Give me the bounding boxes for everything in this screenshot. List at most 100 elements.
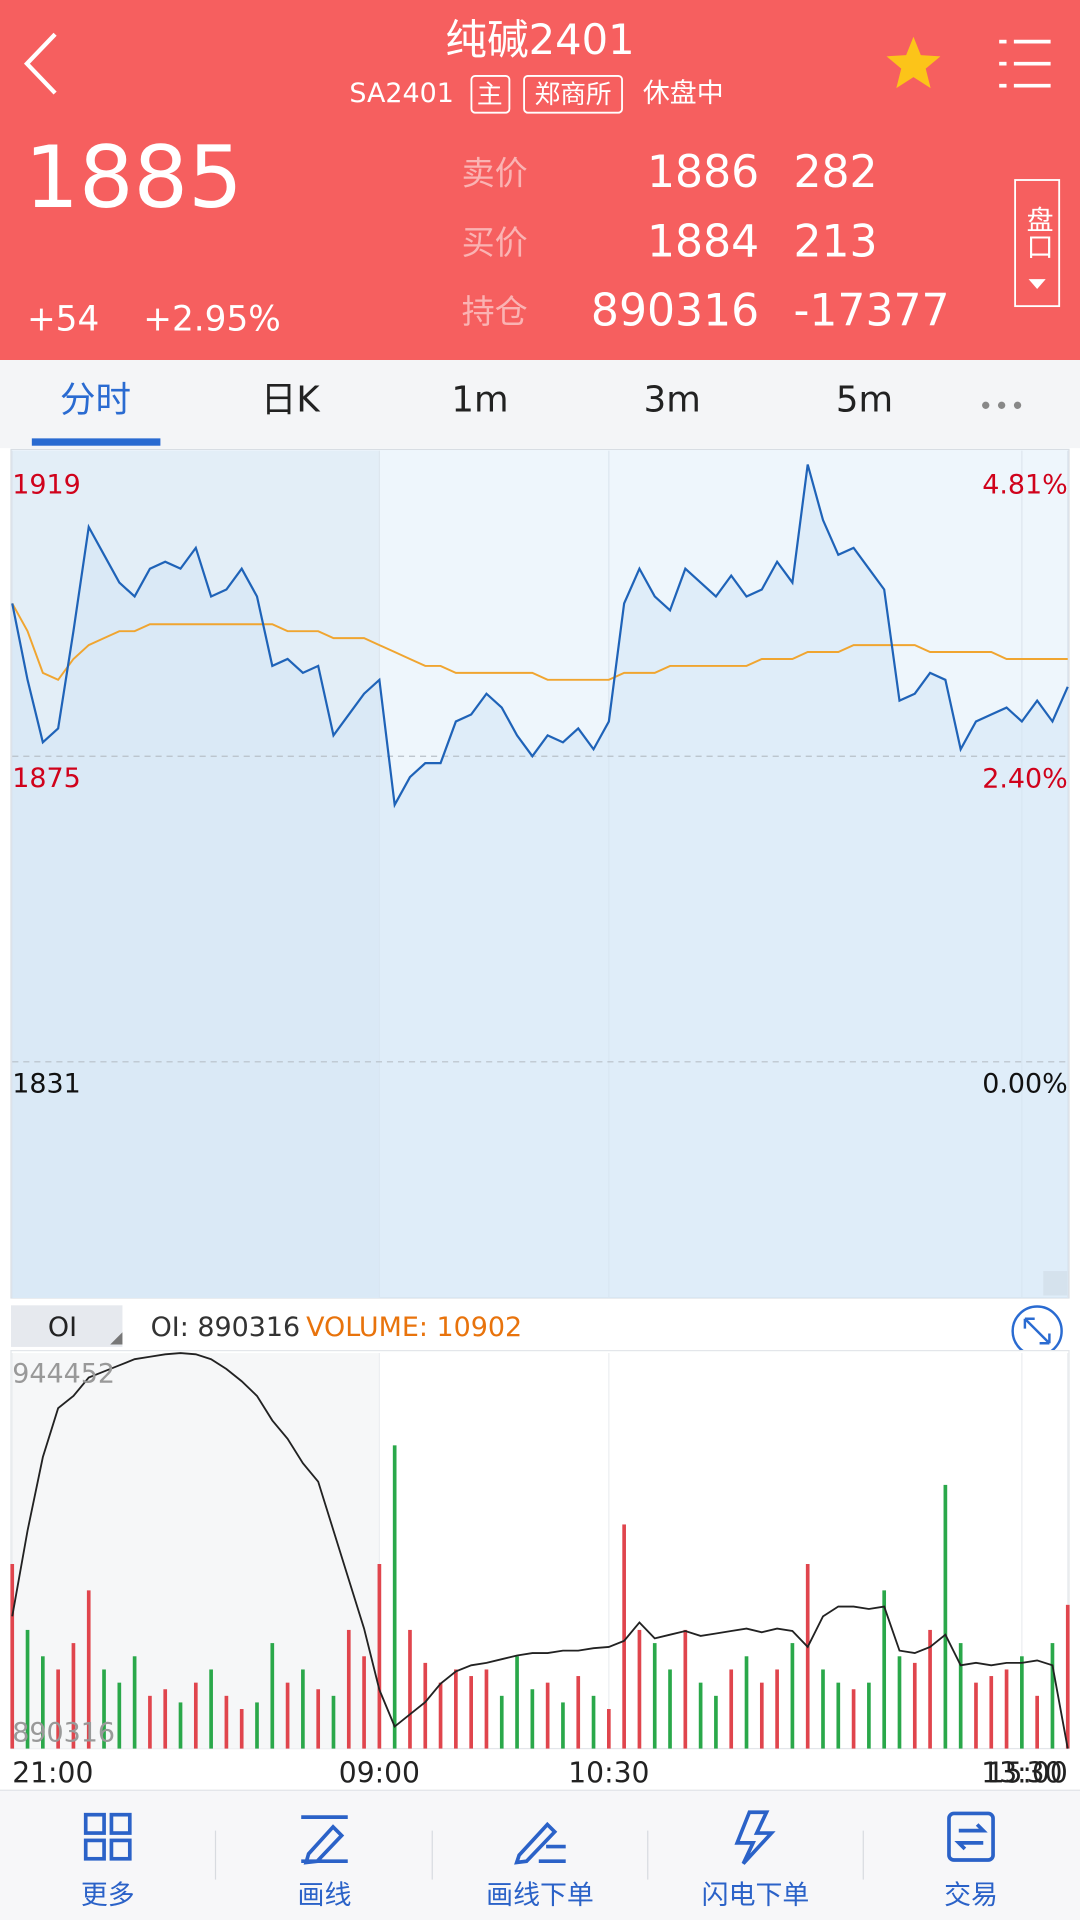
volume-bar — [209, 1669, 213, 1749]
volume-bar — [607, 1709, 611, 1749]
tag-box — [523, 75, 623, 114]
volume-bar — [867, 1682, 871, 1749]
volume-bar — [86, 1590, 91, 1749]
book-volume: 282 — [793, 147, 877, 198]
tab[interactable]: 分时 — [60, 380, 131, 421]
panel-arrow — [1028, 279, 1046, 289]
volume-bar — [1004, 1669, 1009, 1749]
tag-box — [470, 75, 511, 114]
volume-bar — [255, 1702, 259, 1749]
panel-button[interactable] — [1014, 179, 1061, 308]
legend-entry: VOLUME: 10902 — [306, 1312, 522, 1343]
volume-bar — [530, 1689, 535, 1749]
volume-bar — [928, 1629, 932, 1749]
volume-bar — [775, 1669, 779, 1749]
last-price: 1885 — [24, 128, 242, 228]
volume-bar — [989, 1676, 994, 1749]
book-label: 卖价 — [462, 154, 528, 193]
volume-bar — [163, 1689, 168, 1749]
volume-bar — [515, 1656, 519, 1749]
volume-bar — [790, 1643, 795, 1749]
nav-label[interactable]: 交易 — [944, 1880, 998, 1911]
y-tick-label: 890316 — [12, 1717, 115, 1748]
x-tick-label: 21:00 — [12, 1756, 93, 1789]
change: +54 — [27, 299, 99, 339]
book-volume: -17377 — [793, 285, 949, 336]
book-label: 买价 — [462, 223, 528, 262]
y2-tick-label: 2.40% — [982, 764, 1068, 795]
volume-bar — [851, 1689, 856, 1749]
more-tabs[interactable] — [982, 401, 1022, 409]
y-tick-label: 944452 — [12, 1359, 115, 1390]
volume-bar — [132, 1656, 137, 1749]
nav-label[interactable]: 画线下单 — [486, 1880, 594, 1911]
volume-bar — [729, 1669, 734, 1749]
volume-bar — [1065, 1604, 1070, 1749]
y-tick-label: 1875 — [12, 763, 81, 794]
volume-bar — [25, 1629, 30, 1749]
tag: 主 — [477, 80, 503, 110]
volume-bar — [484, 1669, 489, 1749]
y-tick-label: 1919 — [12, 470, 81, 501]
volume-bar — [346, 1629, 351, 1749]
oi-line — [11, 1352, 1069, 1749]
volume-bar — [469, 1676, 473, 1749]
volume-bar — [1035, 1695, 1039, 1749]
volume-bar — [102, 1669, 106, 1749]
volume-bar — [683, 1629, 688, 1749]
nav-dividers — [214, 1830, 864, 1880]
nav-label[interactable]: 画线 — [298, 1880, 352, 1911]
volume-bar — [759, 1682, 764, 1749]
title: 纯碱2401 — [445, 15, 634, 64]
volume-bar — [897, 1656, 902, 1749]
volume-bar — [224, 1695, 229, 1749]
volume-bar — [668, 1669, 672, 1749]
book-price: 1884 — [647, 216, 759, 267]
tab[interactable]: 3m — [644, 380, 701, 421]
tab[interactable]: 1m — [451, 380, 508, 421]
volume-bar — [270, 1643, 275, 1749]
volume-bar — [408, 1629, 412, 1749]
volume-bar — [117, 1682, 122, 1749]
tag: 郑商所 — [534, 80, 611, 110]
y-tick-label: 1831 — [12, 1069, 81, 1100]
x-tick-label: 15:00 — [987, 1756, 1068, 1789]
back-button[interactable] — [23, 32, 57, 95]
legend-entry: OI: 890316 — [151, 1312, 301, 1343]
book-price: 1886 — [647, 147, 759, 198]
volume-bar — [744, 1656, 749, 1749]
tab[interactable]: 5m — [836, 380, 893, 421]
volume-bar — [545, 1682, 550, 1749]
volume-bar — [301, 1669, 305, 1749]
volume-bar — [392, 1445, 397, 1749]
nav-label[interactable]: 更多 — [81, 1880, 135, 1911]
legend-bg — [0, 1300, 1080, 1350]
volume-bar — [652, 1643, 657, 1749]
volume-bar — [331, 1695, 336, 1749]
x-tick-label: 13:30 — [981, 1756, 1062, 1789]
volume-bar — [1050, 1643, 1055, 1749]
volume-bar — [454, 1669, 458, 1749]
selector-bg[interactable] — [11, 1305, 123, 1347]
status: 休盘中 — [643, 78, 724, 109]
price-area — [12, 464, 1068, 1298]
volume-bar — [148, 1695, 152, 1749]
volume-bar — [805, 1564, 810, 1749]
menu-button[interactable] — [999, 39, 1051, 88]
volume-bar — [821, 1669, 825, 1749]
volume-bar — [316, 1689, 321, 1749]
code: SA2401 — [349, 78, 454, 109]
volume-bar — [561, 1702, 565, 1749]
nav-label[interactable]: 闪电下单 — [702, 1880, 810, 1911]
tab[interactable]: 日K — [261, 380, 322, 421]
volume-bar — [836, 1682, 841, 1749]
volume-bar — [10, 1564, 15, 1749]
volume-bar — [958, 1643, 963, 1749]
panel-button-label[interactable]: 盘口 — [1022, 205, 1053, 259]
volume-bar — [239, 1709, 244, 1749]
volume-bar — [622, 1524, 626, 1749]
favorite-star[interactable] — [886, 36, 941, 89]
legend-selector[interactable]: OI — [48, 1312, 77, 1343]
